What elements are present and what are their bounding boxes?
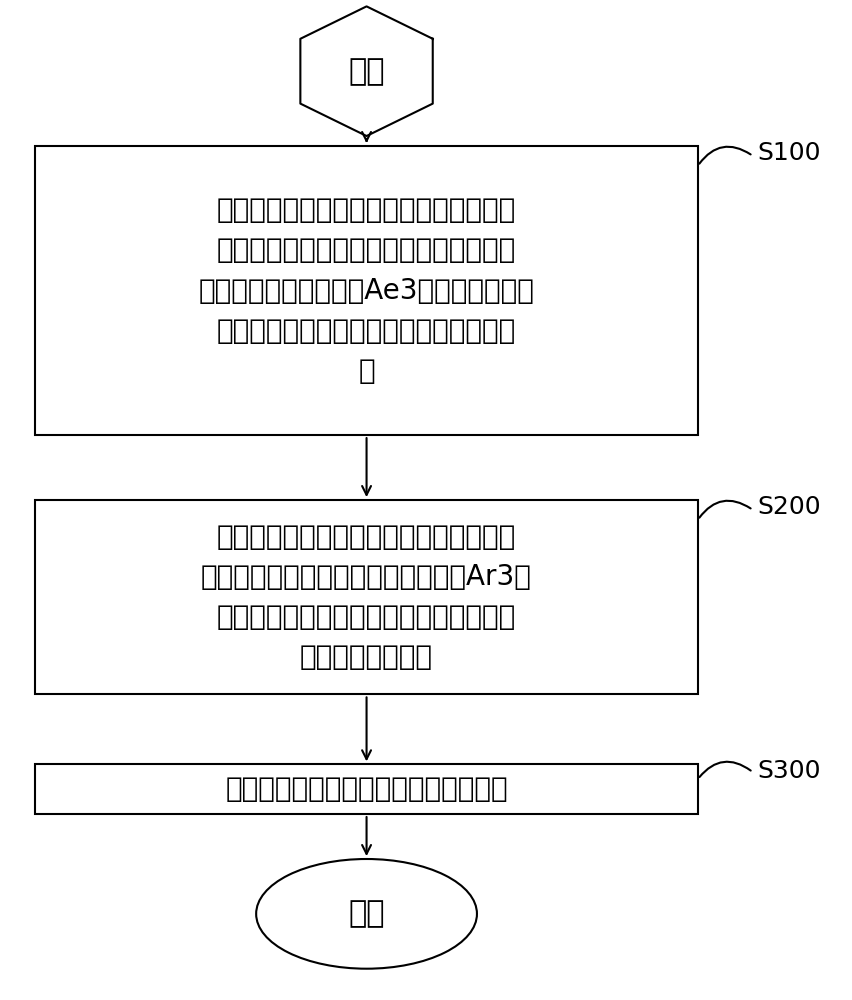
FancyBboxPatch shape (35, 500, 698, 694)
Text: S100: S100 (757, 141, 820, 165)
Text: 结束: 结束 (348, 899, 385, 928)
Text: 在铸坤出结晶之后至脱离弯曲段之前通过
弱冷模式对铸坤角部的温度进行控制，使
得铸坤角部温度不低于Ae3温度，即在平衡
状态下时，奥氏体与铁素体共存的最高温
度: 在铸坤出结晶之后至脱离弯曲段之前通过 弱冷模式对铸坤角部的温度进行控制，使 得铸… (199, 196, 534, 385)
Text: 在进入矫直段之前，将所述弱冷模式转变
为强冷模式，使得铸坤角部温度达到Ar3温
度，即在铸坤冷却过程中，奥氏体开始向
铁素体转变的温度: 在进入矫直段之前，将所述弱冷模式转变 为强冷模式，使得铸坤角部温度达到Ar3温 … (201, 523, 532, 671)
Text: S300: S300 (757, 759, 820, 783)
Text: S200: S200 (757, 495, 820, 519)
Polygon shape (301, 6, 433, 136)
Text: 开始: 开始 (348, 57, 385, 86)
FancyBboxPatch shape (35, 764, 698, 814)
Ellipse shape (256, 859, 477, 969)
FancyBboxPatch shape (35, 146, 698, 435)
Text: 进入矫直段后，继续采用所述强冷模式: 进入矫直段后，继续采用所述强冷模式 (225, 775, 508, 803)
